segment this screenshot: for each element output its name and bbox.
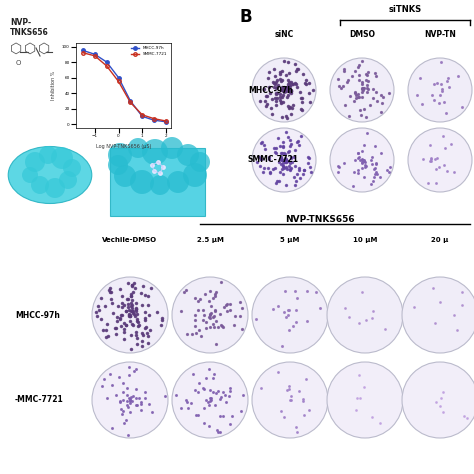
Circle shape xyxy=(177,144,199,166)
SMMC-7721 xyxy=(80,50,86,55)
X-axis label: Log NVP-TNKS656 (μS): Log NVP-TNKS656 (μS) xyxy=(96,144,151,149)
Circle shape xyxy=(130,170,154,194)
Circle shape xyxy=(408,128,472,192)
Text: O: O xyxy=(16,60,21,66)
Text: 20 μ: 20 μ xyxy=(431,237,449,243)
Circle shape xyxy=(59,171,77,189)
Circle shape xyxy=(92,362,168,438)
Text: MHCC-97h: MHCC-97h xyxy=(248,85,293,94)
Text: SMMC-7721: SMMC-7721 xyxy=(248,155,299,164)
Line: MHCC-97h: MHCC-97h xyxy=(81,49,168,124)
Text: 10 μM: 10 μM xyxy=(353,237,377,243)
Ellipse shape xyxy=(8,146,92,203)
Circle shape xyxy=(402,277,474,353)
Circle shape xyxy=(114,165,136,187)
Circle shape xyxy=(327,277,403,353)
MHCC-97h xyxy=(92,52,98,57)
Circle shape xyxy=(252,277,328,353)
Bar xyxy=(110,148,205,216)
Circle shape xyxy=(108,155,128,175)
Text: 2.5 μM: 2.5 μM xyxy=(197,237,223,243)
Circle shape xyxy=(252,58,316,122)
Circle shape xyxy=(92,277,168,353)
Text: NVP-TN: NVP-TN xyxy=(424,30,456,39)
Circle shape xyxy=(252,362,328,438)
MHCC-97h xyxy=(116,75,121,81)
Circle shape xyxy=(142,139,168,165)
Circle shape xyxy=(161,137,183,159)
MHCC-97h xyxy=(128,98,133,104)
Circle shape xyxy=(183,163,207,187)
Circle shape xyxy=(63,159,81,177)
Text: NVP-TNKS656: NVP-TNKS656 xyxy=(285,215,355,224)
Circle shape xyxy=(330,128,394,192)
MHCC-97h xyxy=(139,113,145,119)
Text: Vechile-DMSO: Vechile-DMSO xyxy=(102,237,157,243)
Text: 5 μM: 5 μM xyxy=(280,237,300,243)
Circle shape xyxy=(252,128,316,192)
Circle shape xyxy=(402,362,474,438)
Circle shape xyxy=(167,171,189,193)
Circle shape xyxy=(408,58,472,122)
MHCC-97h xyxy=(104,59,109,65)
SMMC-7721 xyxy=(104,63,109,69)
Text: ⬡: ⬡ xyxy=(38,42,50,56)
Circle shape xyxy=(172,277,248,353)
Text: ⬡: ⬡ xyxy=(10,42,22,56)
Circle shape xyxy=(108,143,132,167)
Circle shape xyxy=(25,152,45,172)
Circle shape xyxy=(22,167,38,183)
Circle shape xyxy=(150,175,170,195)
Text: ⬡: ⬡ xyxy=(24,42,36,56)
MHCC-97h xyxy=(80,47,86,53)
Text: MHCC-97h: MHCC-97h xyxy=(15,310,60,319)
Y-axis label: Inhibition %: Inhibition % xyxy=(51,71,56,100)
Text: -MMC-7721: -MMC-7721 xyxy=(15,395,64,404)
SMMC-7721 xyxy=(163,118,169,124)
SMMC-7721 xyxy=(151,116,157,121)
Circle shape xyxy=(31,176,49,194)
Line: SMMC-7721: SMMC-7721 xyxy=(81,51,168,123)
MHCC-97h xyxy=(163,119,169,125)
Circle shape xyxy=(39,146,57,164)
Text: siTNKS: siTNKS xyxy=(388,5,421,14)
MHCC-97h xyxy=(151,118,157,123)
Text: siNC: siNC xyxy=(274,30,293,39)
SMMC-7721 xyxy=(116,79,121,84)
SMMC-7721 xyxy=(92,53,98,59)
Legend: MHCC-97h, SMMC-7721: MHCC-97h, SMMC-7721 xyxy=(129,45,169,58)
Circle shape xyxy=(190,152,210,172)
SMMC-7721 xyxy=(139,112,145,118)
Circle shape xyxy=(330,58,394,122)
Text: DMSO: DMSO xyxy=(349,30,375,39)
Circle shape xyxy=(128,138,148,158)
SMMC-7721 xyxy=(128,100,133,105)
Circle shape xyxy=(51,147,73,169)
Text: B: B xyxy=(240,8,253,26)
Text: NVP-
TNKS656: NVP- TNKS656 xyxy=(10,18,49,37)
Circle shape xyxy=(172,362,248,438)
Circle shape xyxy=(327,362,403,438)
Circle shape xyxy=(45,178,65,198)
